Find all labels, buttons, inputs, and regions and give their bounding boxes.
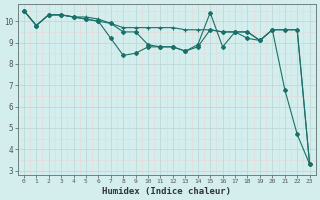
X-axis label: Humidex (Indice chaleur): Humidex (Indice chaleur): [102, 187, 231, 196]
